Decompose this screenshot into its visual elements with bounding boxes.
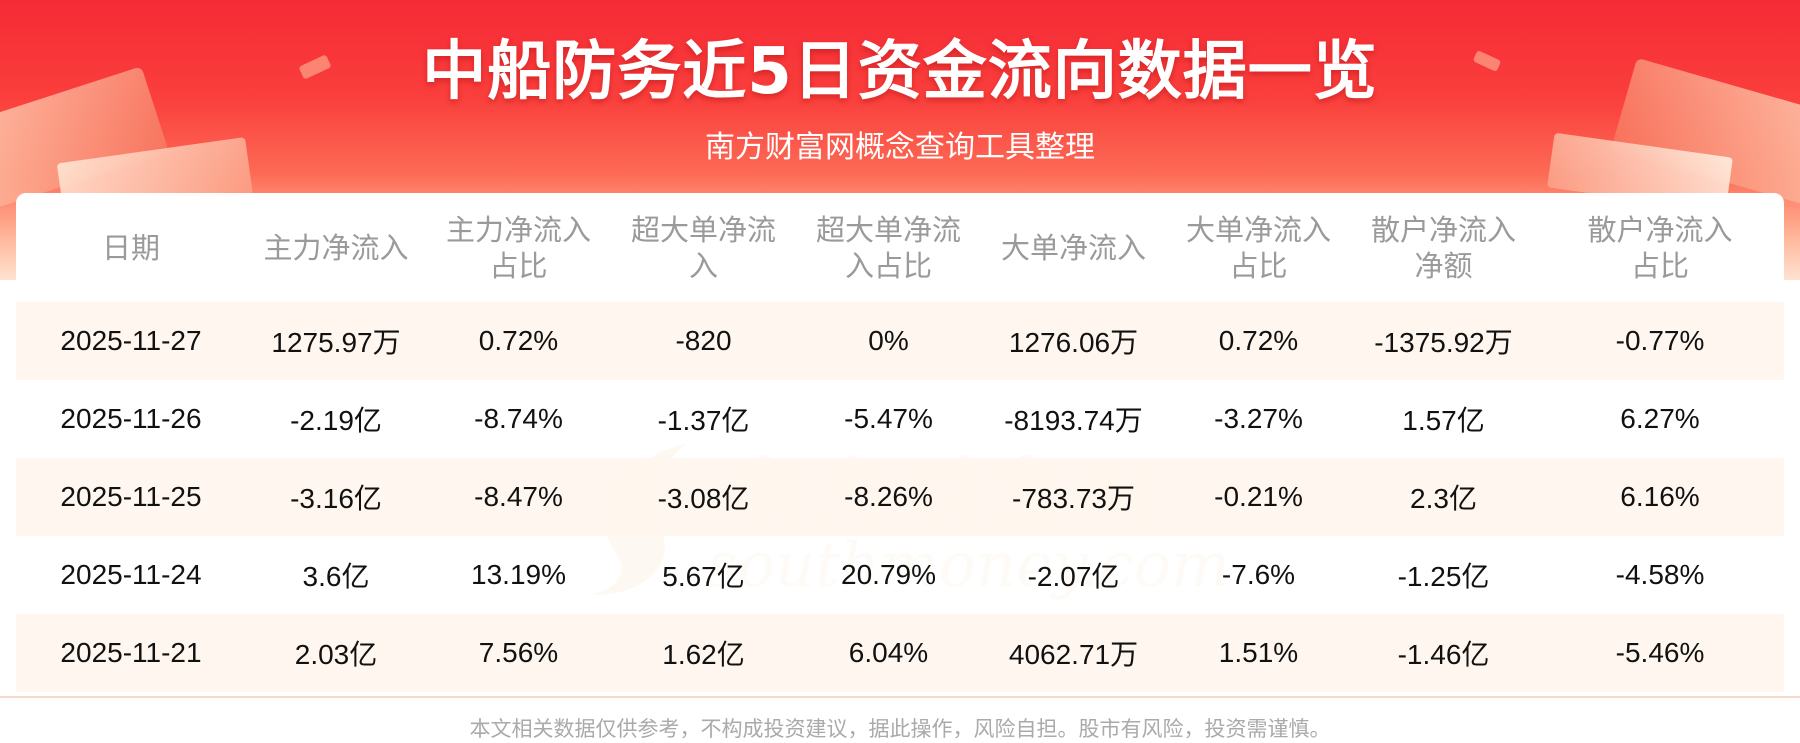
table-cell: -8193.74万	[981, 380, 1166, 458]
table-row: 2025-11-25 -3.16亿 -8.47% -3.08亿 -8.26% -783.7…	[16, 458, 1784, 536]
table-cell: -3.08亿	[611, 458, 796, 536]
table-cell: 6.04%	[796, 614, 981, 692]
column-header-line: 散户净流入	[1587, 212, 1733, 247]
fund-flow-table: 日期 主力净流入 主力净流入 占比 超大单净流入超大单净流 入占比 大单净流入 大单净流入 占比…	[16, 193, 1784, 692]
table-cell: -1.25亿	[1351, 536, 1536, 614]
column-header: 大单净流入	[981, 193, 1166, 302]
column-header: 主力净流入	[246, 193, 426, 302]
page-subtitle: 南方财富网概念查询工具整理	[705, 130, 1095, 165]
table-row: 2025-11-26 -2.19亿 -8.74% -1.37亿 -5.47% -8193.…	[16, 380, 1784, 458]
date-cell: 2025-11-21	[16, 614, 246, 692]
table-cell: 0.72%	[1166, 302, 1351, 380]
column-header-line: 大单净流入	[1185, 212, 1331, 247]
table-cell: -0.21%	[1166, 458, 1351, 536]
table-cell: 1276.06万	[981, 302, 1166, 380]
date-cell: 2025-11-25	[16, 458, 246, 536]
table-cell: 13.19%	[426, 536, 611, 614]
table-cell: -5.46%	[1536, 614, 1784, 692]
table-cell: -1375.92万	[1351, 302, 1536, 380]
table-cell: 2.03亿	[246, 614, 426, 692]
column-header-line: 占比	[1630, 248, 1689, 283]
table-cell: -820	[611, 302, 796, 380]
table-cell: 20.79%	[796, 536, 981, 614]
data-table-card: 南方财富网 southmoney.com 日期主力净流入主力净流入占比超大单净流…	[16, 193, 1784, 696]
table-cell: -4.58%	[1536, 536, 1784, 614]
table-cell: 6.27%	[1536, 380, 1784, 458]
column-header: 大单净流入 占比	[1166, 193, 1351, 302]
table-cell: -1.46亿	[1351, 614, 1536, 692]
column-header-line: 日期	[101, 230, 160, 265]
table-row: 2025-11-24 3.6亿 13.19% 5.67亿 20.79% -2.07亿 -7.…	[16, 536, 1784, 614]
table-cell: -5.47%	[796, 380, 981, 458]
table-cell: -2.07亿	[981, 536, 1166, 614]
table-cell: 2.3亿	[1351, 458, 1536, 536]
table-cell: -7.6%	[1166, 536, 1351, 614]
table-cell: 0%	[796, 302, 981, 380]
column-header-line: 主力净流入	[263, 230, 409, 265]
table-cell: -8.47%	[426, 458, 611, 536]
table-cell: -0.77%	[1536, 302, 1784, 380]
table-cell: 7.56%	[426, 614, 611, 692]
table-row: 2025-11-21 2.03亿 7.56% 1.62亿 6.04% 4062.71万 1.…	[16, 614, 1784, 692]
page-title: 中船防务近5日资金流向数据一览	[422, 35, 1378, 109]
column-header-line: 散户净流入	[1370, 212, 1516, 247]
table-row: 2025-11-27 1275.97万 0.72% -820 0% 1276.06万 0.7…	[16, 302, 1784, 380]
column-header: 散户净流入 占比	[1536, 193, 1784, 302]
column-header-line: 占比	[489, 248, 548, 283]
table-cell: -1.37亿	[611, 380, 796, 458]
table-cell: 0.72%	[426, 302, 611, 380]
table-cell: 6.16%	[1536, 458, 1784, 536]
column-header-line: 入占比	[844, 248, 932, 283]
column-header: 主力净流入 占比	[426, 193, 611, 302]
date-cell: 2025-11-27	[16, 302, 246, 380]
date-cell: 2025-11-26	[16, 380, 246, 458]
table-cell: 3.6亿	[246, 536, 426, 614]
column-header-line: 主力净流入	[445, 212, 591, 247]
table-cell: 1275.97万	[246, 302, 426, 380]
column-header: 超大单净流 入占比	[796, 193, 981, 302]
footer-divider	[0, 696, 1800, 698]
date-cell: 2025-11-24	[16, 536, 246, 614]
table-cell: 1.57亿	[1351, 380, 1536, 458]
column-header: 日期	[16, 193, 246, 302]
table-cell: -3.27%	[1166, 380, 1351, 458]
column-header-line: 超大单净流	[630, 212, 776, 247]
column-header-line: 入	[688, 248, 718, 283]
table-header-row: 日期 主力净流入 主力净流入 占比 超大单净流入超大单净流 入占比 大单净流入 大单净流入 占比…	[16, 193, 1784, 302]
column-header: 散户净流入 净额	[1351, 193, 1536, 302]
table-cell: -8.74%	[426, 380, 611, 458]
table-cell: -3.16亿	[246, 458, 426, 536]
table-body: 2025-11-27 1275.97万 0.72% -820 0% 1276.06万 0.7…	[16, 302, 1784, 692]
column-header-line: 净额	[1414, 248, 1473, 283]
column-header-line: 占比	[1229, 248, 1288, 283]
column-header-line: 大单净流入	[1000, 230, 1146, 265]
column-header: 超大单净流入	[611, 193, 796, 302]
table-cell: -783.73万	[981, 458, 1166, 536]
table-cell: -2.19亿	[246, 380, 426, 458]
table-cell: 5.67亿	[611, 536, 796, 614]
table-cell: 1.62亿	[611, 614, 796, 692]
footer-disclaimer: 本文相关数据仅供参考，不构成投资建议，据此操作，风险自担。股市有风险，投资需谨慎…	[469, 717, 1331, 741]
column-header-line: 超大单净流	[815, 212, 961, 247]
table-cell: 4062.71万	[981, 614, 1166, 692]
table-cell: -8.26%	[796, 458, 981, 536]
table-cell: 1.51%	[1166, 614, 1351, 692]
